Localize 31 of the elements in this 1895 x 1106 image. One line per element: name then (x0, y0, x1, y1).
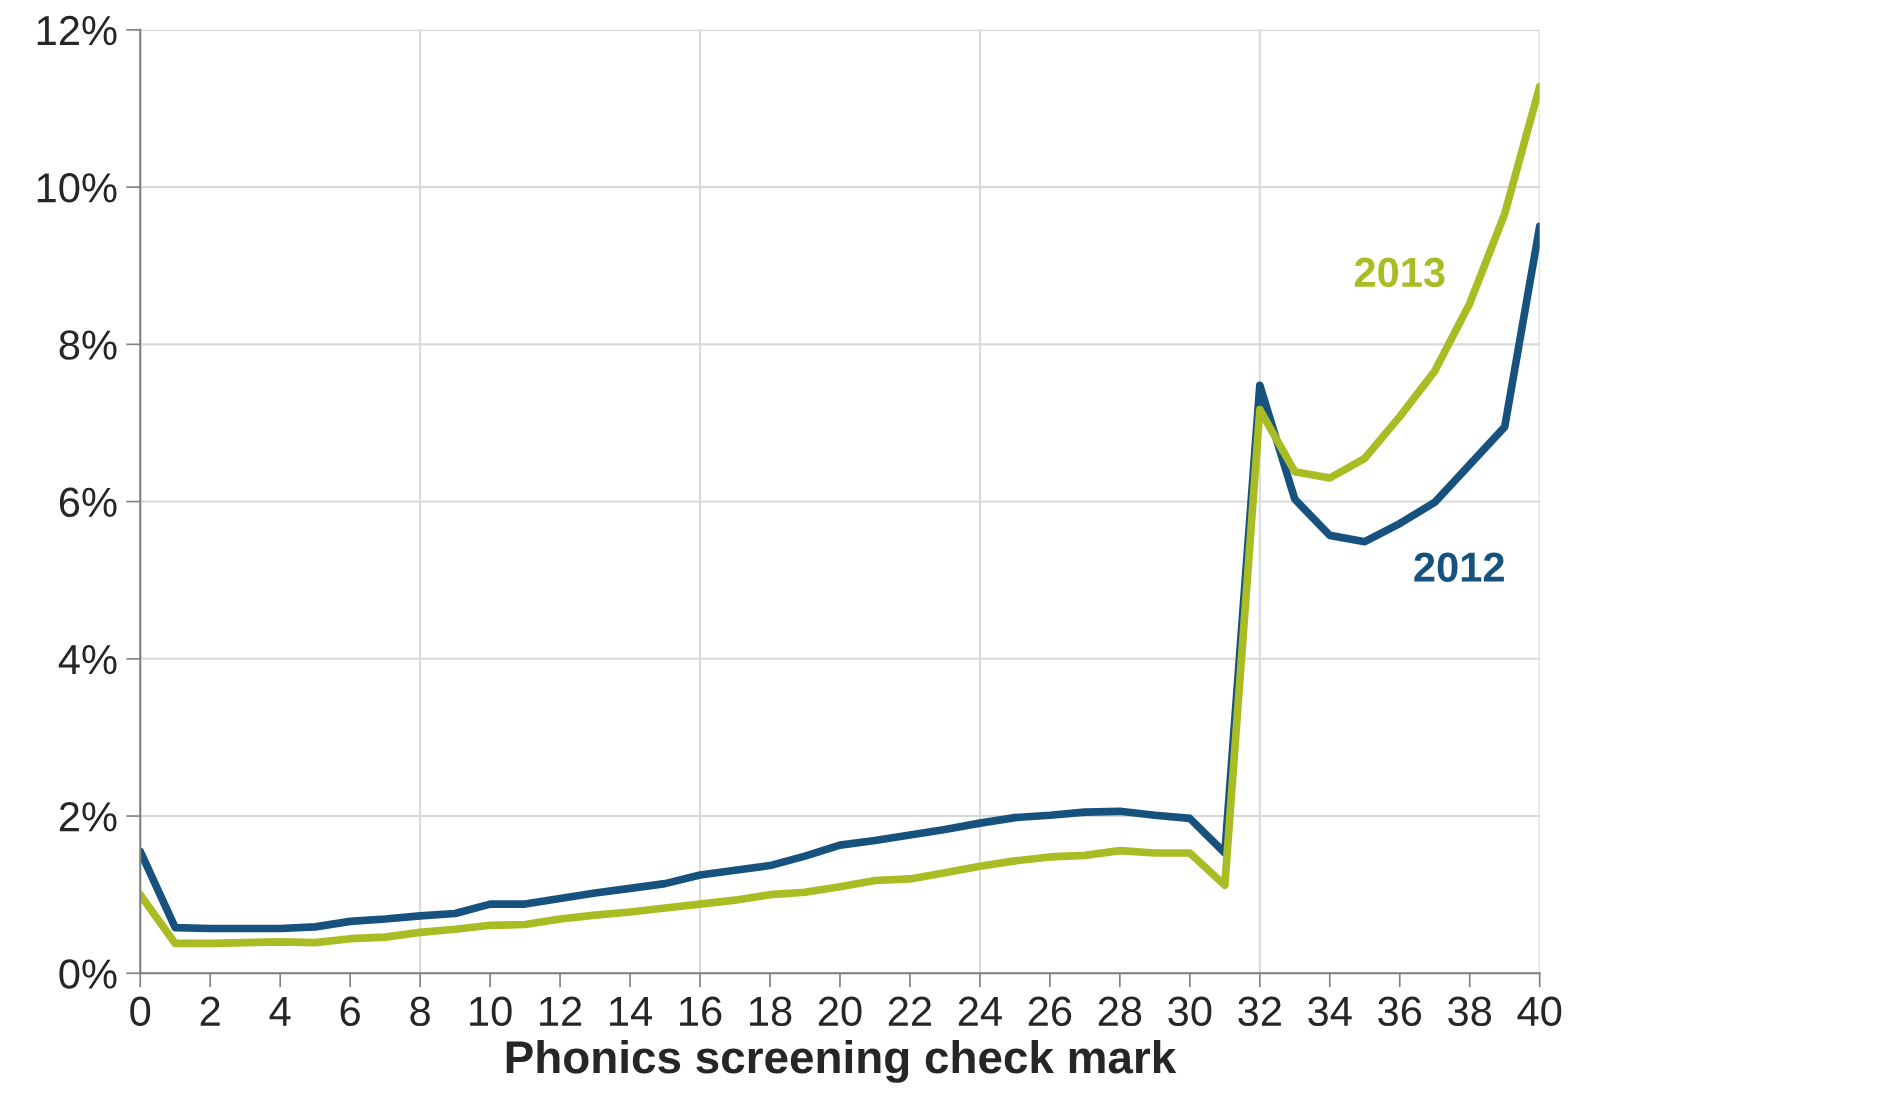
y-tick-label: 6% (59, 487, 117, 518)
x-tick-label: 2 (200, 996, 220, 1026)
x-tick-label: 28 (1098, 996, 1142, 1027)
x-tick-label: 30 (1168, 996, 1212, 1027)
x-tick-label: 14 (610, 997, 652, 1026)
y-tick-label: 8% (59, 330, 117, 360)
x-tick-label: 8 (410, 996, 430, 1027)
x-tick-label: 32 (1238, 996, 1281, 1027)
x-tick-label: 40 (1517, 996, 1562, 1027)
x-tick-label: 0 (130, 996, 151, 1027)
x-tick-label: 22 (888, 996, 932, 1026)
series-label: 2012 (1414, 552, 1504, 582)
x-tick-label: 24 (958, 996, 1002, 1026)
x-tick-label: 12 (540, 996, 582, 1026)
x-tick-label: 6 (340, 996, 360, 1027)
x-tick-label: 38 (1448, 996, 1492, 1027)
y-tick-label: 12% (37, 15, 117, 46)
x-tick-label: 18 (749, 996, 792, 1027)
y-tick-label: 2% (59, 802, 117, 832)
y-tick-label: 4% (58, 644, 117, 675)
x-axis-title: Phonics screening check mark (506, 1039, 1177, 1083)
x-tick-label: 26 (1028, 996, 1072, 1027)
x-tick-label: 20 (818, 996, 862, 1027)
x-tick-label: 16 (680, 996, 722, 1027)
y-tick-label: 0% (59, 959, 117, 989)
series-label: 2013 (1354, 257, 1445, 288)
x-tick-label: 10 (470, 996, 512, 1027)
x-tick-label: 4 (269, 997, 291, 1026)
x-tick-label: 34 (1308, 996, 1352, 1027)
y-tick-label: 10% (37, 173, 117, 203)
x-tick-label: 36 (1378, 996, 1422, 1027)
